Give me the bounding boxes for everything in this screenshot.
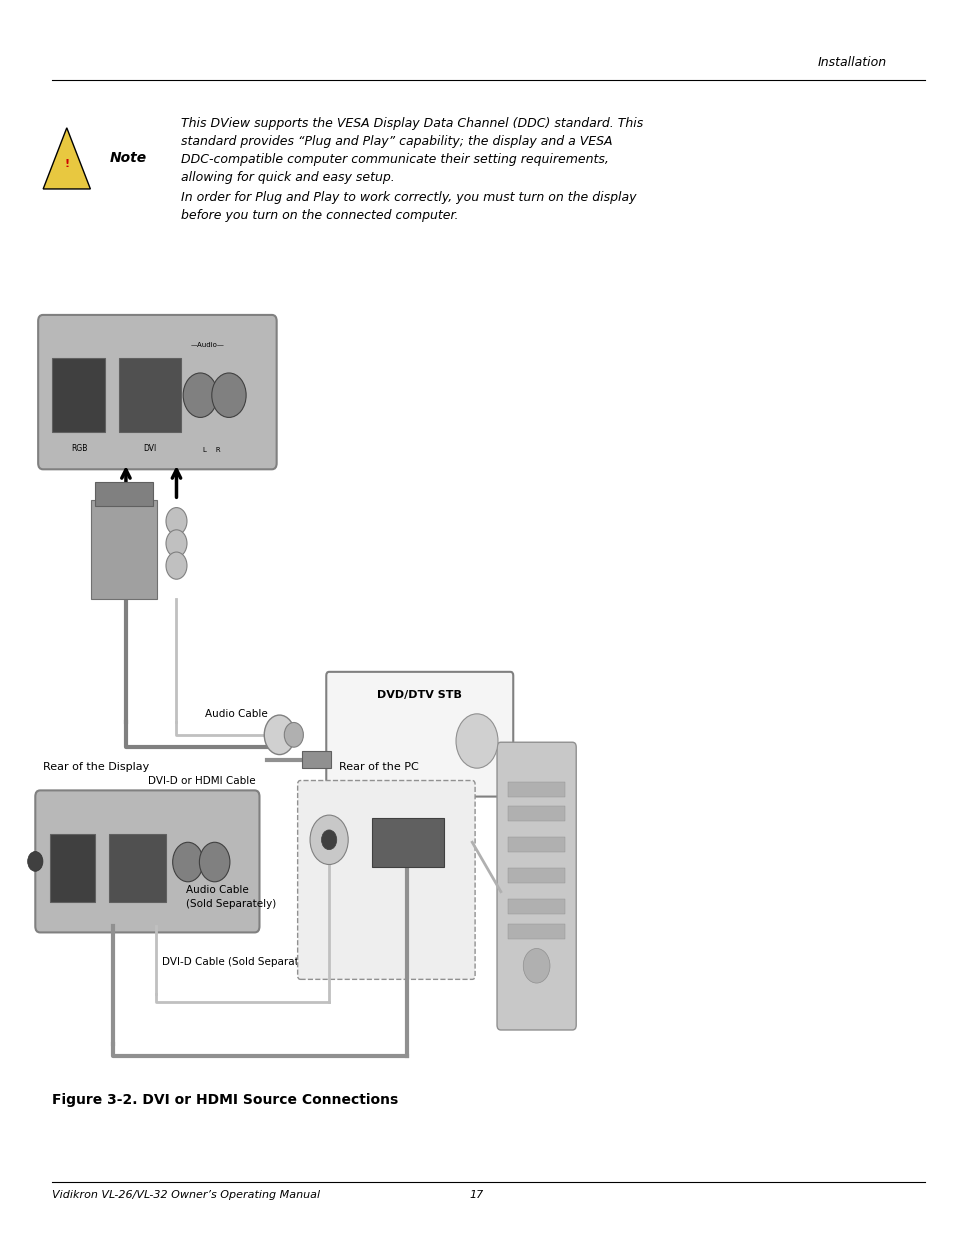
- FancyBboxPatch shape: [38, 315, 276, 469]
- Bar: [508, 899, 564, 914]
- Text: In order for Plug and Play to work correctly, you must turn on the display
befor: In order for Plug and Play to work corre…: [181, 191, 636, 222]
- Circle shape: [212, 373, 246, 417]
- Text: Audio Cable: Audio Cable: [205, 709, 268, 719]
- Circle shape: [183, 373, 217, 417]
- Text: 17: 17: [470, 1191, 483, 1200]
- Polygon shape: [43, 128, 91, 189]
- Text: Vidikron VL-26/VL-32 Owner’s Operating Manual: Vidikron VL-26/VL-32 Owner’s Operating M…: [52, 1191, 320, 1200]
- Circle shape: [166, 530, 187, 557]
- Text: DVD/DTV STB: DVD/DTV STB: [377, 690, 461, 700]
- Text: Note: Note: [110, 151, 147, 164]
- Circle shape: [522, 948, 549, 983]
- Text: !: !: [64, 159, 70, 169]
- Text: DVI: DVI: [143, 445, 156, 453]
- Bar: [508, 868, 564, 883]
- Circle shape: [284, 722, 303, 747]
- Bar: [302, 751, 331, 768]
- Bar: [508, 782, 564, 797]
- Bar: [508, 837, 564, 852]
- Text: —Audio—: —Audio—: [191, 342, 225, 348]
- Bar: [52, 358, 105, 432]
- Text: L    R: L R: [203, 447, 220, 453]
- Text: This DView supports the VESA Display Data Channel (DDC) standard. This
standard : This DView supports the VESA Display Dat…: [181, 117, 643, 184]
- FancyBboxPatch shape: [35, 790, 259, 932]
- Circle shape: [310, 815, 348, 864]
- Circle shape: [264, 715, 294, 755]
- Circle shape: [166, 508, 187, 535]
- Circle shape: [321, 830, 336, 850]
- Text: DVI-D or HDMI Cable: DVI-D or HDMI Cable: [148, 776, 255, 785]
- Text: Audio Cable
(Sold Separately): Audio Cable (Sold Separately): [186, 885, 276, 909]
- Bar: [109, 834, 166, 902]
- Bar: [50, 834, 95, 902]
- Bar: [372, 818, 443, 867]
- Bar: [508, 924, 564, 939]
- Bar: [91, 500, 157, 599]
- Circle shape: [456, 714, 497, 768]
- Circle shape: [199, 842, 230, 882]
- FancyBboxPatch shape: [297, 781, 475, 979]
- Text: DVI-D Cable (Sold Separately): DVI-D Cable (Sold Separately): [162, 957, 318, 967]
- Text: Figure 3-2. DVI or HDMI Source Connections: Figure 3-2. DVI or HDMI Source Connectio…: [52, 1093, 398, 1107]
- FancyBboxPatch shape: [326, 672, 513, 797]
- Text: Rear of the Display: Rear of the Display: [43, 762, 149, 772]
- Bar: [119, 358, 181, 432]
- Circle shape: [172, 842, 203, 882]
- Text: RGB: RGB: [71, 445, 88, 453]
- Bar: [508, 806, 564, 821]
- Circle shape: [166, 552, 187, 579]
- FancyBboxPatch shape: [497, 742, 576, 1030]
- Bar: [95, 482, 152, 506]
- Circle shape: [28, 852, 43, 872]
- Text: Installation: Installation: [818, 56, 886, 69]
- Text: Rear of the PC: Rear of the PC: [338, 762, 418, 772]
